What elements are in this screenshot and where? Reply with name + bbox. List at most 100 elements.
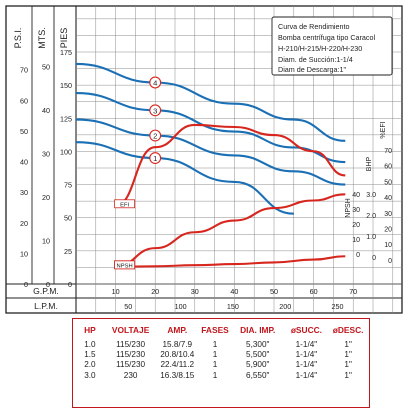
pies-tick-label: 125 <box>60 114 72 123</box>
mts-tick-label: 30 <box>42 150 50 159</box>
mts-tick-label: 40 <box>42 106 50 115</box>
cell-desc: 1" <box>344 370 352 380</box>
header-amp: AMP. <box>167 325 188 335</box>
header-voltaje: VOLTAJE <box>111 325 150 335</box>
npsh-curve-tag <box>114 260 135 270</box>
npsh-tick-label: 20 <box>352 222 360 229</box>
legend-box-frame <box>271 16 393 76</box>
psi-tick-label: 40 <box>20 158 28 167</box>
psi-tick-label: 10 <box>20 249 28 258</box>
cell-fases: 1 <box>212 370 218 380</box>
efi-curve <box>115 123 346 207</box>
psi-tick-label: 0 <box>24 280 28 289</box>
efi-tick-label: 70 <box>384 148 392 155</box>
psi-tick-label: 30 <box>20 188 28 197</box>
curve-marker-1 <box>149 152 162 165</box>
legend-line-3: H-210/H-215/H-220/H-230 <box>278 44 362 53</box>
efi-tick-label: 0 <box>388 258 392 265</box>
efi-axis-title: %EFI <box>380 121 387 138</box>
cell-desc: 1" <box>344 360 352 370</box>
pies-tick-label: 25 <box>64 247 72 256</box>
head-curve-4 <box>75 62 346 142</box>
npsh-tick-label: 40 <box>352 192 360 199</box>
header-dia-imp: DIA. IMP. <box>240 325 276 335</box>
table-row: 1.0 115/230 15.8/7.9 1 5,300" 1-1/4" 1" <box>73 339 369 349</box>
mts-tick-label: 10 <box>42 237 50 246</box>
lpm-tick-label: 50 <box>124 302 132 311</box>
legend-line-2: Bomba centrífuga tipo Caracol <box>278 33 375 42</box>
mts-tick-label: 50 <box>42 63 50 72</box>
lpm-tick-label: 100 <box>175 302 187 311</box>
cell-voltaje: 115/230 <box>116 339 146 349</box>
curve-labels-layer: 4321EFIBHPNPSH <box>114 76 162 270</box>
cell-voltaje: 230 <box>123 370 138 380</box>
gpm-tick-label: 20 <box>151 287 159 296</box>
cell-hp: 2.0 <box>84 360 96 370</box>
cell-voltaje: 115/230 <box>116 350 146 360</box>
efi-tick-label: 40 <box>384 195 392 202</box>
pies-tick-label: 100 <box>60 147 72 156</box>
header-hp: HP <box>84 325 96 335</box>
cell-desc: 1" <box>344 350 352 360</box>
table-row: 2.0 115/230 22.4/11.2 1 5,900" 1-1/4" 1" <box>73 360 369 370</box>
lpm-tick-label: 250 <box>332 302 344 311</box>
legend-line-1: Curva de Rendimiento <box>278 22 350 31</box>
efi-tick-label: 10 <box>384 242 392 249</box>
npsh-curve <box>115 255 346 268</box>
npsh-axis-title: NPSH <box>345 198 352 217</box>
curve-marker-4 <box>149 76 162 89</box>
efi-curve-tag-label: EFI <box>120 202 129 208</box>
gpm-tick-label: 40 <box>230 287 238 296</box>
cell-voltaje: 115/230 <box>116 360 146 370</box>
npsh-tick-label: 10 <box>352 237 360 244</box>
efi-curve-tag <box>114 199 135 209</box>
cell-dia-imp: 5,300" <box>246 339 270 349</box>
header-desc: øDESC. <box>332 325 364 335</box>
cell-desc: 1" <box>344 339 352 349</box>
psi-tick-label: 20 <box>20 219 28 228</box>
npsh-tick-label: 0 <box>356 252 360 259</box>
cell-amp: 22.4/11.2 <box>160 360 195 370</box>
cell-succ: 1-1/4" <box>295 360 318 370</box>
head-curve-1 <box>75 141 294 215</box>
legend-line-5: Diam de Descarga:1" <box>278 65 347 74</box>
efi-tick-label: 20 <box>384 227 392 234</box>
curve-marker-label-1: 1 <box>153 154 157 163</box>
bhp-curve <box>115 193 346 268</box>
cell-amp: 20.8/10.4 <box>160 350 195 360</box>
psi-axis-title: P.S.I. <box>13 28 23 49</box>
gpm-tick-label: 10 <box>112 287 120 296</box>
spec-table: HP VOLTAJE AMP. FASES DIA. IMP. øSUCC. ø… <box>72 318 370 408</box>
cell-amp: 16.3/8.15 <box>160 370 195 380</box>
mts-axis-title: MTS. <box>37 27 47 49</box>
curve-marker-2 <box>149 129 162 142</box>
mts-tick-label: 0 <box>46 280 50 289</box>
efi-tick-label: 60 <box>384 164 392 171</box>
psi-tick-label: 50 <box>20 127 28 136</box>
curve-marker-label-3: 3 <box>153 106 157 115</box>
lpm-axis-title: L.P.M. <box>34 301 58 311</box>
legend-line-4: Diam. de Succión:1-1/4 <box>278 55 353 64</box>
ticks-layer: 1751501251007550250706050403020100504030… <box>20 48 392 311</box>
efi-tick-label: 50 <box>384 179 392 186</box>
table-row: 3.0 230 16.3/8.15 1 6,550" 1-1/4" 1" <box>73 370 369 380</box>
header-succ: øSUCC. <box>290 325 322 335</box>
cell-amp: 15.8/7.9 <box>162 339 193 349</box>
cell-succ: 1-1/4" <box>295 370 318 380</box>
pies-tick-label: 150 <box>60 81 72 90</box>
gpm-tick-label: 30 <box>191 287 199 296</box>
cell-succ: 1-1/4" <box>295 350 318 360</box>
legend-box: Curva de Rendimiento Bomba centrífuga ti… <box>271 16 393 76</box>
psi-tick-label: 70 <box>20 66 28 75</box>
gpm-tick-label: 50 <box>270 287 278 296</box>
cell-hp: 1.5 <box>84 350 96 360</box>
mts-tick-label: 20 <box>42 193 50 202</box>
bhp-tick-label: 3.0 <box>366 192 376 199</box>
spec-table-header: HP VOLTAJE AMP. FASES DIA. IMP. øSUCC. ø… <box>73 323 369 337</box>
pies-axis-title: PIES <box>59 28 69 49</box>
cell-dia-imp: 6,550" <box>246 370 270 380</box>
lpm-tick-label: 150 <box>227 302 239 311</box>
curve-marker-3 <box>149 104 162 117</box>
gpm-tick-label: 60 <box>310 287 318 296</box>
